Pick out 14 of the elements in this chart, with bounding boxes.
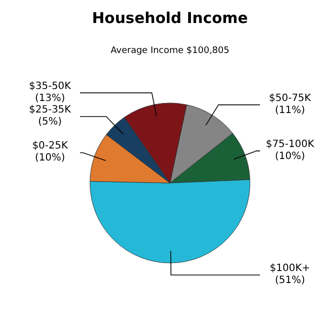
slice-label: $0-25K xyxy=(32,140,68,152)
slice-label: $25-35K xyxy=(29,104,72,116)
data-label: (10%) xyxy=(34,152,66,164)
chart-subtitle: Average Income $100,805 xyxy=(110,46,230,56)
slice-label: $50-75K xyxy=(269,92,312,104)
chart-title: Household Income xyxy=(92,9,248,27)
data-label: (5%) xyxy=(38,116,62,128)
slice-label: $75-100K xyxy=(266,138,315,150)
slice-label: $35-50K xyxy=(29,80,72,92)
slice-label: $100K+ xyxy=(270,262,310,274)
data-label: (13%) xyxy=(34,92,66,104)
data-label: (11%) xyxy=(274,104,306,116)
data-label: (51%) xyxy=(274,274,306,286)
data-label: (10%) xyxy=(274,150,306,162)
